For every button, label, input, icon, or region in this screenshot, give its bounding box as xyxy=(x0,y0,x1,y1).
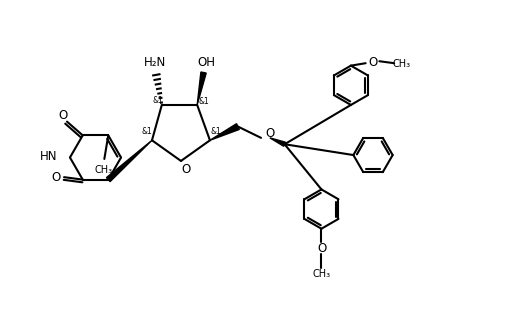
Text: CH₃: CH₃ xyxy=(95,165,113,175)
Text: O: O xyxy=(181,163,191,176)
Text: O: O xyxy=(51,171,61,184)
Polygon shape xyxy=(197,72,206,105)
Polygon shape xyxy=(107,140,152,182)
Text: O: O xyxy=(369,56,377,69)
Text: O: O xyxy=(318,242,327,255)
Text: &1: &1 xyxy=(152,95,163,105)
Text: O: O xyxy=(265,128,274,140)
Polygon shape xyxy=(210,124,239,140)
Text: &1: &1 xyxy=(142,128,152,136)
Text: &1: &1 xyxy=(211,128,221,136)
Text: CH₃: CH₃ xyxy=(393,59,411,69)
Text: O: O xyxy=(58,109,68,122)
Text: CH₃: CH₃ xyxy=(312,269,331,279)
Text: &1: &1 xyxy=(198,96,209,106)
Polygon shape xyxy=(270,138,286,146)
Text: HN: HN xyxy=(40,150,58,163)
Text: H₂N: H₂N xyxy=(144,56,166,69)
Text: OH: OH xyxy=(197,56,215,69)
